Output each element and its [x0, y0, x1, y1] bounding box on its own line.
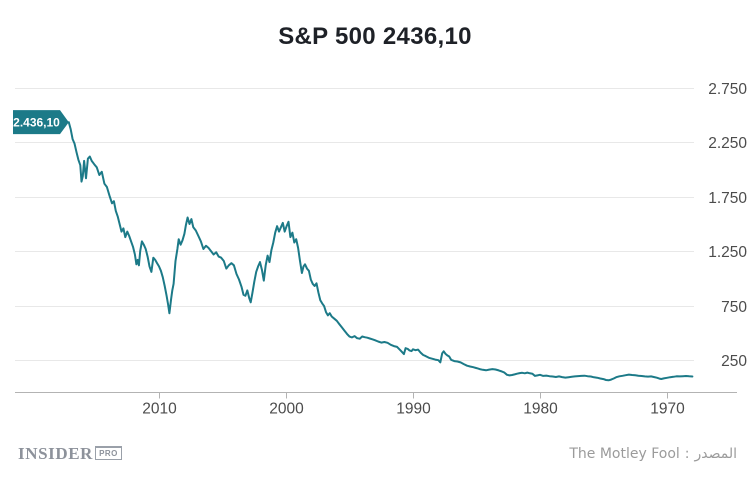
logo-text: INSIDER — [18, 444, 94, 463]
price-flag-label: 2.436,10 — [13, 116, 60, 130]
y-axis-label: 2.250 — [708, 135, 747, 152]
sp500-line — [67, 121, 694, 382]
insider-pro-logo: INSIDER PRO — [18, 444, 122, 464]
x-axis-label: 1970 — [650, 401, 685, 418]
y-axis-label: 750 — [721, 299, 747, 316]
x-axis-label: 1990 — [396, 401, 431, 418]
y-axis-label: 250 — [721, 353, 747, 370]
x-axis-label: 2000 — [269, 401, 304, 418]
y-axis-label: 2.750 — [708, 81, 747, 98]
source-credit: المصدر:The Motley Fool — [569, 446, 737, 462]
y-axis-label: 1.750 — [708, 190, 747, 207]
logo-badge: PRO — [95, 446, 122, 460]
x-axis-label: 2010 — [142, 401, 177, 418]
source-label: المصدر — [694, 446, 738, 462]
x-axis-label: 1980 — [523, 401, 558, 418]
source-separator: : — [684, 446, 690, 462]
price-flag — [13, 110, 69, 135]
chart-title: S&P 500 2436,10 — [278, 23, 472, 50]
source-name: The Motley Fool — [569, 446, 680, 462]
y-axis-label: 1.250 — [708, 244, 747, 261]
